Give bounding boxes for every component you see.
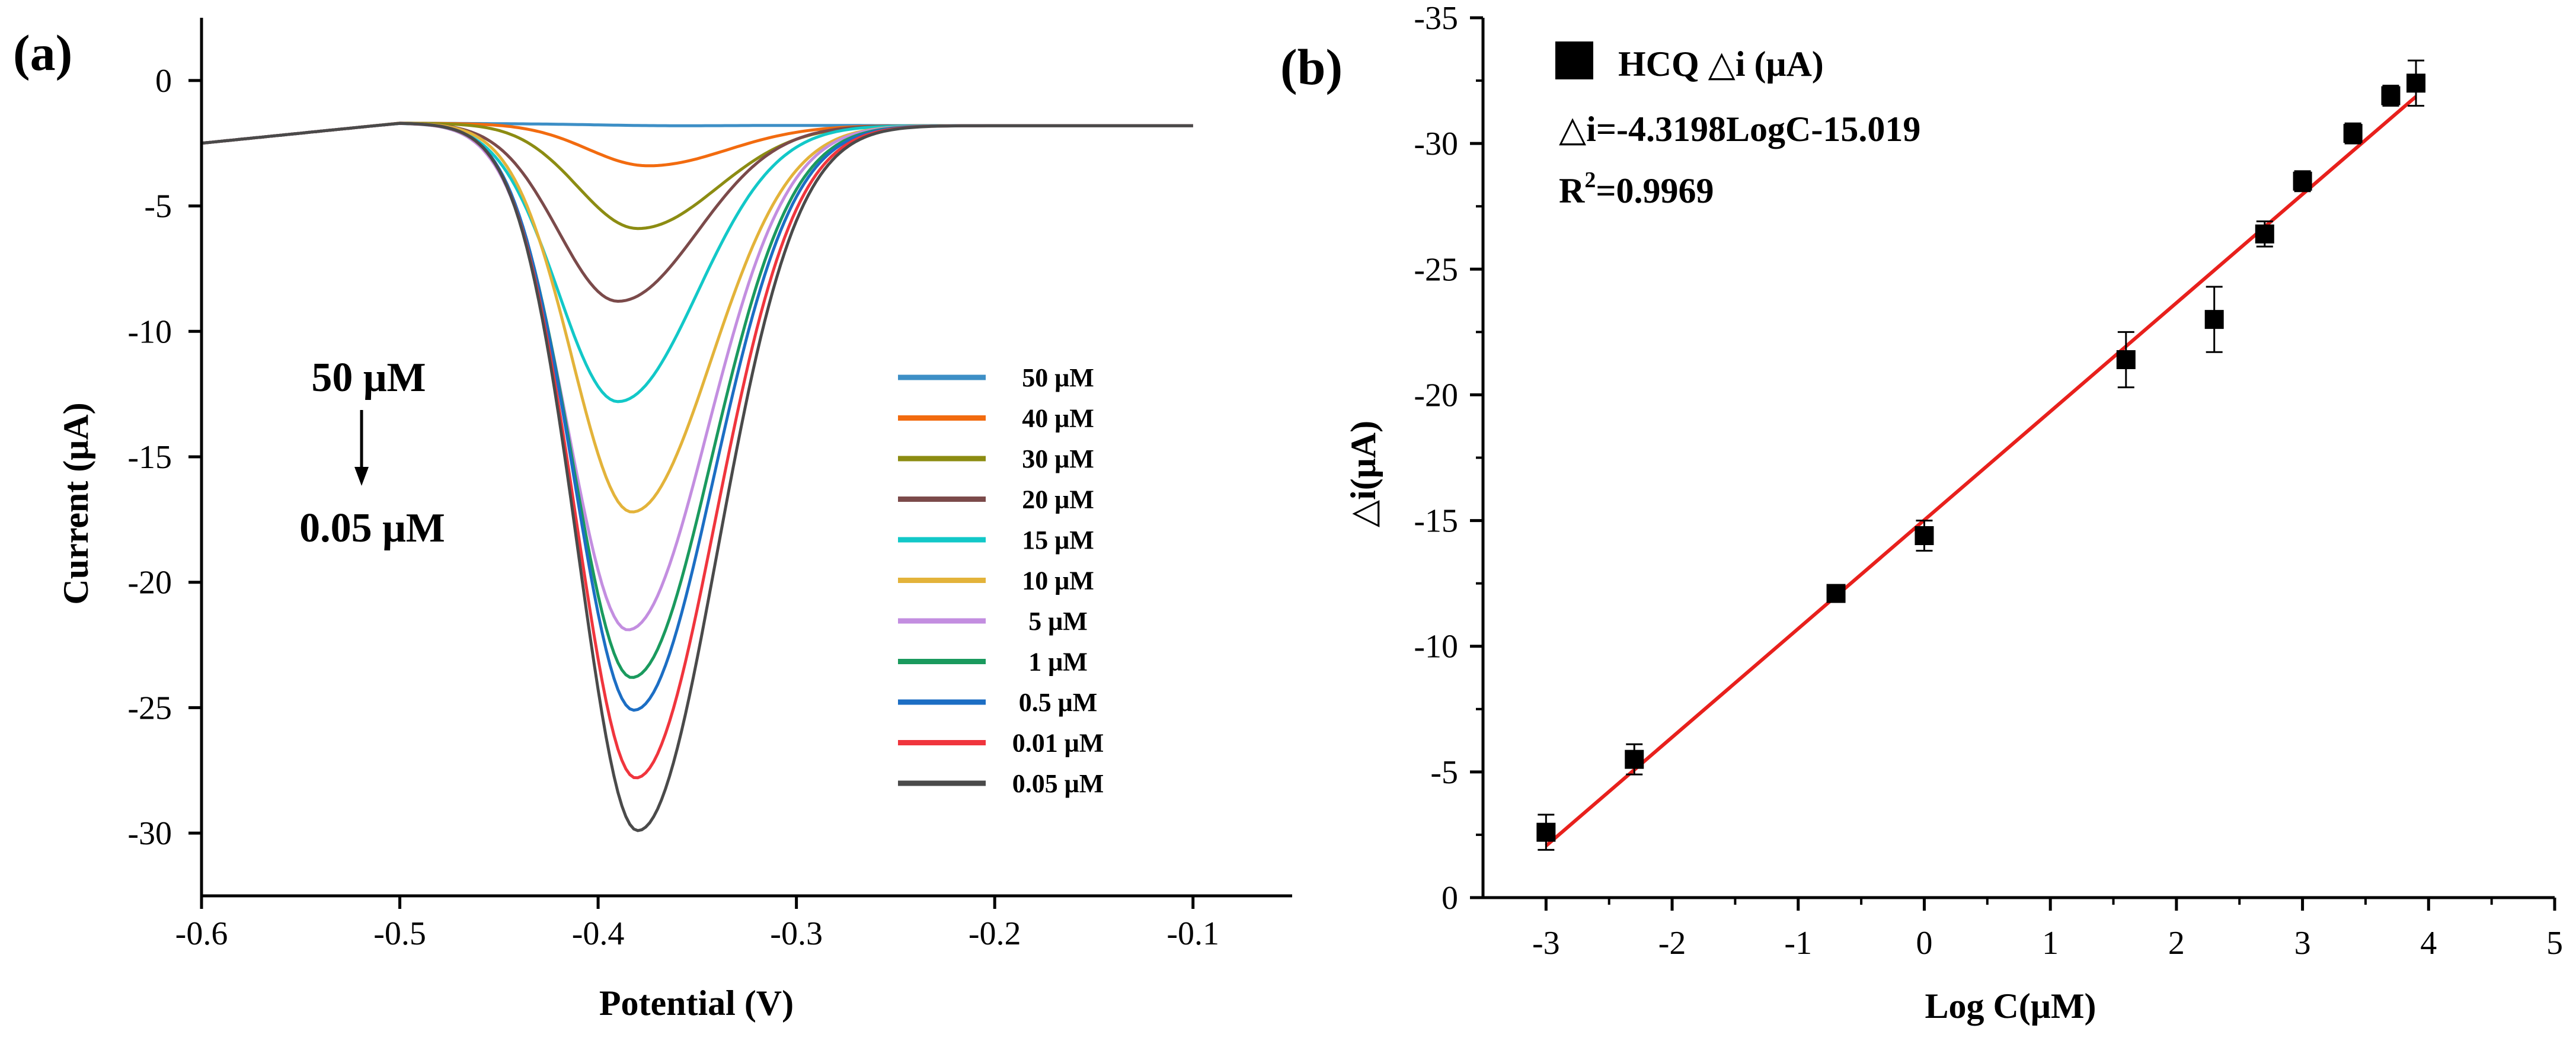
x-tick-label: -0.6 <box>175 915 228 952</box>
x-tick-label: 1 <box>2042 925 2059 962</box>
data-point <box>1826 584 1846 603</box>
fit-equation: △i=-4.3198LogC-15.019 <box>1559 110 1920 149</box>
y-tick-label: -15 <box>127 439 172 476</box>
panel-b-points <box>1536 59 2426 851</box>
y-tick-label: -25 <box>127 690 172 726</box>
legend-item-label: 20 μM <box>1022 485 1094 514</box>
legend-label: HCQ △i (μA) <box>1618 44 1824 84</box>
panel-a-y-ticks: 0 -5 -10 -15 -20 -25 -30 <box>127 63 202 852</box>
x-tick-label: -3 <box>1532 925 1560 962</box>
x-tick-label: -0.1 <box>1166 915 1219 952</box>
series-curve-2 <box>201 121 1193 230</box>
panel-b: (b) -3 -2 -1 0 1 2 3 4 5 0-5-10-15-20-25-30-35 L… <box>1280 0 2563 1026</box>
y-tick-label: -25 <box>1414 251 1458 288</box>
legend-item-label: 10 μM <box>1022 566 1094 595</box>
panel-a: (a) -0.6 -0.5 -0.4 -0.3 -0.2 -0.1 0 -5 -10 -15 -2… <box>13 18 1292 1023</box>
legend-item-label: 40 μM <box>1022 404 1094 433</box>
annotation-arrow-head-icon <box>354 467 369 486</box>
x-tick-label: 2 <box>2168 925 2185 962</box>
panel-a-x-axis-title: Potential (V) <box>599 984 794 1023</box>
data-point <box>2116 350 2136 370</box>
data-point <box>2406 73 2426 93</box>
legend-item-label: 1 μM <box>1028 648 1087 677</box>
x-tick-label: -0.3 <box>770 915 823 952</box>
y-tick-label: -20 <box>1414 377 1458 414</box>
data-point <box>1915 526 1934 546</box>
x-tick-label: 5 <box>2546 925 2563 962</box>
data-point <box>2293 171 2312 191</box>
y-tick-label: -20 <box>127 565 172 601</box>
r-squared-base: R <box>1559 171 1585 210</box>
x-tick-label: -2 <box>1658 925 1686 962</box>
panel-a-label: (a) <box>13 24 72 81</box>
panel-a-legend: 50 μM 40 μM 30 μM 20 μM 15 μM 10 μM 5 μM 1 μM 0.… <box>898 363 1104 798</box>
r-squared: R2=0.9969 <box>1559 168 1714 210</box>
panel-b-y-axis-title: △i(μA) <box>1344 421 1383 527</box>
x-tick-label: -0.2 <box>969 915 1021 952</box>
y-tick-label: -10 <box>127 313 172 350</box>
panel-b-label: (b) <box>1280 39 1343 95</box>
data-point <box>1536 822 1556 842</box>
panel-b-y-ticks: 0 -5 -10 -15 -20 -25 -30 -35 <box>1414 0 1483 917</box>
panel-a-curves <box>201 121 1193 832</box>
y-tick-label: -10 <box>1414 629 1458 665</box>
panel-b-x-axis-title: Log C(μM) <box>1925 986 2096 1026</box>
legend-item-label: 0.05 μM <box>1012 769 1104 798</box>
series-curve-3 <box>201 121 1193 303</box>
data-point <box>2255 224 2274 244</box>
panel-b-x-ticks: -3 -2 -1 0 1 2 3 4 5 <box>1532 898 2563 962</box>
x-tick-label: 0 <box>1916 925 1932 962</box>
data-point <box>1625 749 1644 769</box>
r-squared-superscript: 2 <box>1584 168 1596 193</box>
x-tick-label: 4 <box>2420 925 2437 962</box>
r-squared-value: =0.9969 <box>1596 171 1714 210</box>
x-tick-label: -1 <box>1784 925 1812 962</box>
y-tick-label: -5 <box>1430 754 1458 791</box>
legend-item-label: 50 μM <box>1022 363 1094 392</box>
x-tick-label: -0.4 <box>572 915 625 952</box>
x-tick-label: 3 <box>2294 925 2311 962</box>
legend-item-label: 5 μM <box>1028 607 1087 636</box>
annotation-top-label: 50 μM <box>311 355 426 401</box>
y-tick-label: -5 <box>144 188 172 225</box>
series-curve-10 <box>201 121 1193 832</box>
panel-a-x-ticks: -0.6 -0.5 -0.4 -0.3 -0.2 -0.1 <box>175 896 1219 952</box>
legend-item-label: 0.5 μM <box>1019 688 1097 717</box>
legend-square-marker-icon <box>1555 41 1593 79</box>
panel-a-y-axis-title: Current (μA) <box>56 402 95 604</box>
data-point <box>2204 310 2224 329</box>
y-tick-label: -30 <box>127 815 172 852</box>
x-tick-label: -0.5 <box>373 915 426 952</box>
y-tick-label: -35 <box>1414 0 1458 37</box>
y-tick-label: -15 <box>1414 503 1458 540</box>
legend-item-label: 15 μM <box>1022 526 1094 555</box>
legend-item-label: 30 μM <box>1022 444 1094 473</box>
legend-item-label: 0.01 μM <box>1012 729 1104 758</box>
data-point <box>2343 124 2363 143</box>
y-tick-label: -30 <box>1414 126 1458 162</box>
data-point <box>2381 86 2401 105</box>
y-tick-label: 0 <box>155 63 172 100</box>
annotation-bottom-label: 0.05 μM <box>299 505 445 551</box>
y-tick-label: 0 <box>1442 880 1458 917</box>
